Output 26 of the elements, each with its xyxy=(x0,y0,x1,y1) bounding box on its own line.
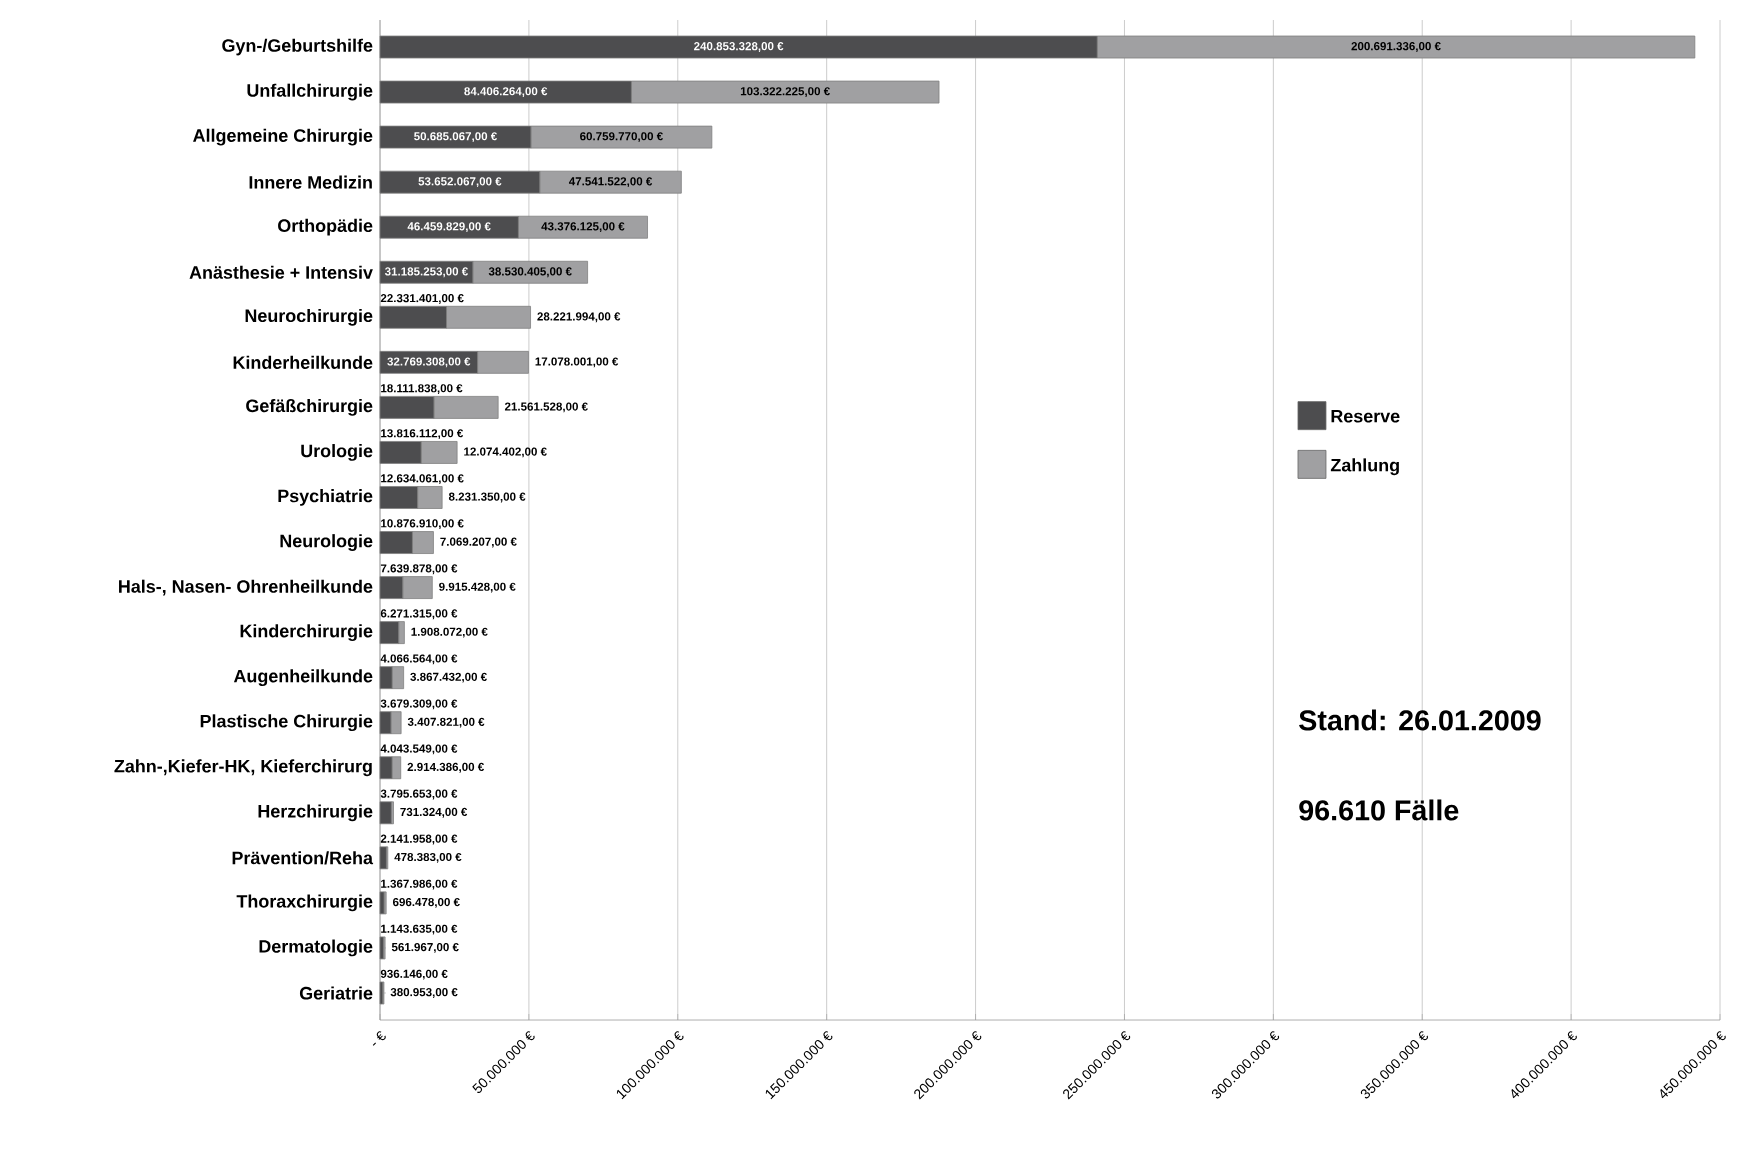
annotation: 96.610 Fälle xyxy=(1299,799,1459,821)
y-tick-label: Thoraxchirurgie xyxy=(236,894,373,912)
y-tick-label: Zahn-,Kiefer-HK, Kieferchirurg xyxy=(114,759,372,777)
y-tick-label: Neurochirurgie xyxy=(245,308,373,326)
legend-label: Zahlung xyxy=(1330,458,1399,476)
y-tick-label: Innere Medizin xyxy=(249,175,372,189)
y-tick-label: Allgemeine Chirurgie xyxy=(193,128,373,146)
y-tick-label: Prävention/Reha xyxy=(232,851,374,865)
annotation: Stand: 26.01.2009 xyxy=(1299,709,1541,731)
y-tick-label: Plastische Chirurgie xyxy=(200,714,373,732)
y-tick-label: Psychiatrie xyxy=(278,489,373,506)
y-tick-label: Urologie xyxy=(301,444,373,461)
y-tick-label: Unfallchirurgie xyxy=(247,83,373,101)
y-tick-label: Dermatologie xyxy=(259,939,373,957)
y-tick-label: Hals-, Nasen- Ohrenheilkunde xyxy=(119,579,373,596)
y-tick-label: Augenheilkunde xyxy=(233,669,373,687)
y-tick-label: Anästhesie + Intensiv xyxy=(189,265,373,279)
legend-label: Reserve xyxy=(1331,409,1400,423)
y-tick-label: Gyn-/Geburtshilfe xyxy=(222,38,373,56)
y-tick-label: Herzchirurgie xyxy=(258,804,373,822)
y-tick-label: Kinderheilkunde xyxy=(233,355,373,369)
y-tick-label: Gefäßchirurgie xyxy=(246,398,373,416)
y-tick-label: Orthopädie xyxy=(278,218,373,236)
y-tick-label: Geriatrie xyxy=(299,986,373,1000)
y-tick-label: Neurologie xyxy=(280,534,373,551)
y-tick-label: Kinderchirurgie xyxy=(240,624,373,642)
